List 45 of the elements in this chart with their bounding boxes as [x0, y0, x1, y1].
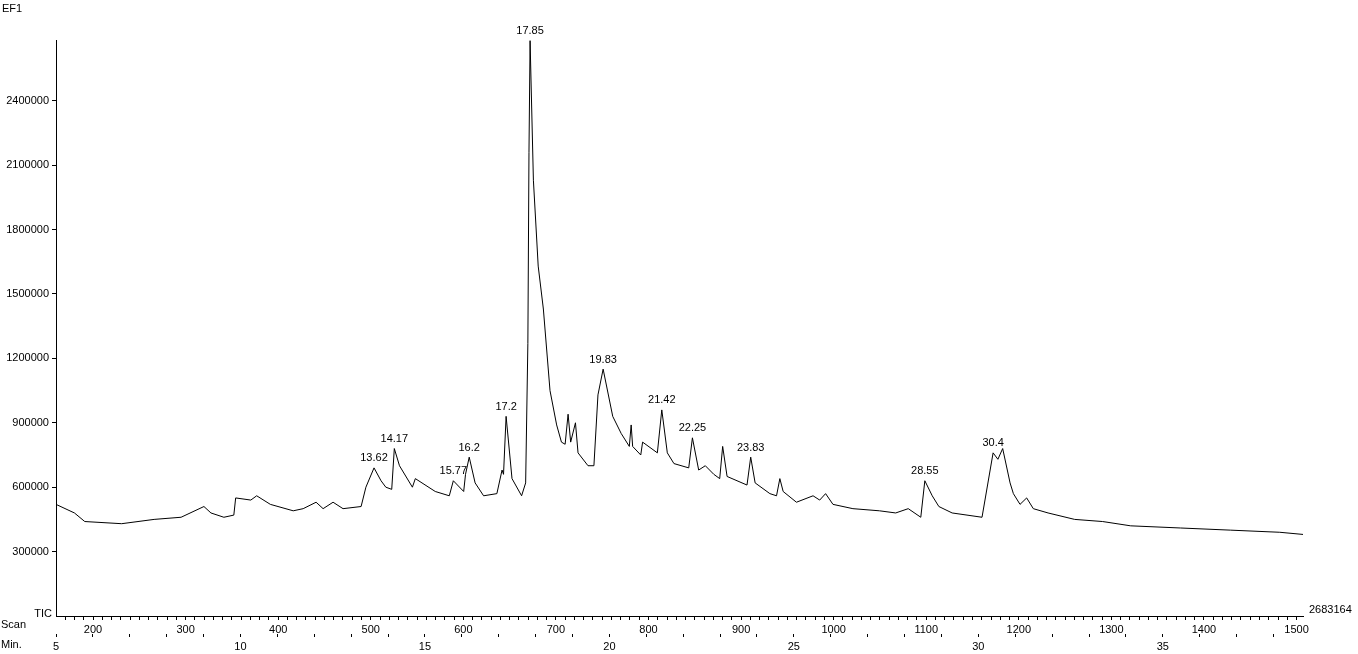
y-tick-label: 2400000 [6, 93, 49, 106]
y-tick-label: 1200000 [6, 351, 49, 364]
y-tick-label: 1500000 [6, 287, 49, 300]
y-tick-label: 600000 [12, 480, 49, 493]
annotation: 13.62 [360, 451, 388, 464]
x2-tick-label: 800 [639, 622, 658, 635]
y-tick-label: 300000 [12, 544, 49, 557]
x2-tick-label: 200 [83, 622, 103, 635]
x-tick-label: 5 [52, 639, 60, 652]
annotation: 21.42 [648, 393, 676, 406]
x2-tick-label: 600 [454, 622, 473, 635]
x2-tick-label: 1100 [914, 622, 939, 635]
x2-axis-title: Scan [1, 618, 27, 631]
x-tick-label: 20 [603, 639, 616, 652]
x-tick-label: 10 [234, 639, 247, 652]
y-tick-label: 900000 [12, 415, 49, 428]
chart-title: EF1 [2, 1, 23, 14]
x-tick-label: 15 [418, 639, 432, 652]
x2-tick-label: 900 [731, 622, 751, 635]
x2-tick-label: 1000 [821, 622, 846, 635]
y-tick-label: 1800000 [6, 222, 49, 235]
annotation: 28.55 [911, 464, 939, 477]
annotation: 23.83 [736, 440, 765, 453]
x-tick-label: 25 [787, 639, 800, 652]
annotation: 17.2 [495, 399, 517, 412]
x-tick-label: 30 [972, 639, 985, 652]
x-axis-title: Min. [1, 638, 22, 651]
x2-tick-label: 1400 [1191, 622, 1217, 635]
x2-tick-label: 1200 [1006, 622, 1032, 635]
annotation: 14.17 [380, 432, 409, 445]
text: 2683164 [1309, 603, 1352, 616]
y-axis-title: TIC [34, 607, 53, 620]
y-tick-label: 2100000 [6, 158, 49, 171]
x2-tick-label: 1300 [1099, 622, 1124, 635]
x2-tick-label: 500 [361, 622, 380, 635]
annotation: 16.2 [458, 440, 480, 453]
x2-tick-label: 700 [546, 622, 566, 635]
annotation: 30.4 [982, 436, 1004, 449]
x-tick-label: 35 [1156, 639, 1169, 652]
x2-tick-label: 400 [269, 622, 288, 635]
x2-tick-label: 1500 [1284, 622, 1309, 635]
annotation: 19.83 [589, 352, 617, 365]
annotation: 22.25 [678, 421, 707, 434]
x2-tick-label: 300 [176, 622, 195, 635]
annotation: 17.85 [516, 24, 544, 37]
